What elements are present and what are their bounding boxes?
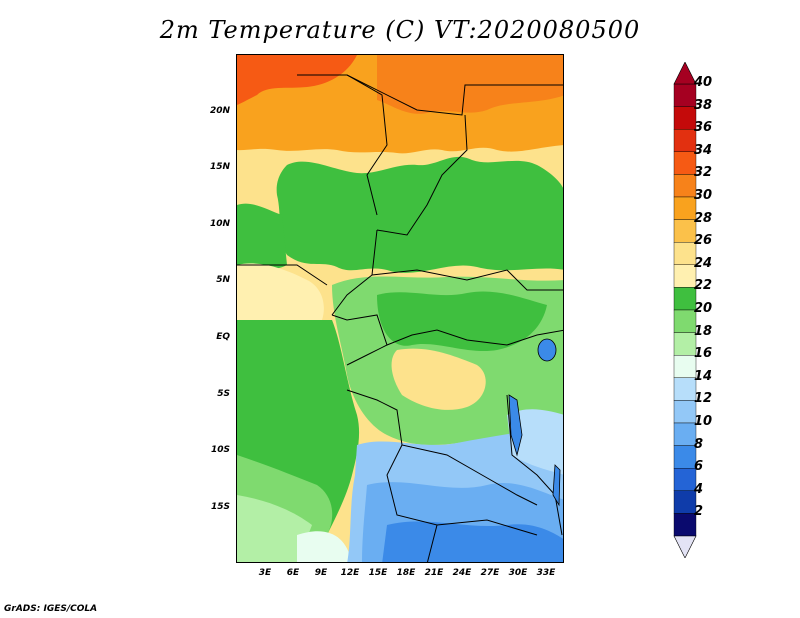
colorbar-label: 18 (694, 323, 713, 339)
colorbar-label: 14 (694, 368, 713, 384)
colorbar-label: 32 (694, 165, 713, 181)
lon-label: 33E (536, 568, 556, 578)
congo-warm-patch (391, 348, 486, 410)
colorbar-cell (673, 377, 697, 401)
colorbar-cell (673, 332, 697, 356)
lon-label: 3E (258, 568, 272, 578)
lon-label: 18E (396, 568, 416, 578)
colorbar-label: 38 (694, 97, 713, 113)
lon-label: 9E (314, 568, 328, 578)
lat-label: 20N (209, 106, 230, 116)
colorbar-high-arrow (673, 62, 697, 85)
hot-zone-deep-orange (377, 55, 563, 114)
lake-tanganyika (508, 394, 523, 457)
colorbar-label: 40 (694, 75, 713, 90)
cool-coastal-zone (297, 531, 352, 562)
colorbar-cell (673, 196, 697, 220)
colorbar-label: 24 (694, 255, 713, 271)
colorbar-cell (673, 422, 697, 446)
credit-text: GrADS: IGES/COLA (4, 604, 98, 614)
central-green-patch (377, 291, 547, 352)
lat-label: 5S (217, 389, 230, 399)
colorbar-label: 30 (694, 188, 713, 203)
colorbar-cell (673, 287, 697, 311)
southern-coldest-zone (382, 521, 563, 562)
colorbar-label: 20 (694, 301, 713, 316)
colorbar (673, 62, 697, 558)
lat-label: EQ (216, 332, 230, 342)
map-title: 2m Temperature (C) VT:2020080500 (159, 16, 641, 44)
colorbar-cells (673, 83, 697, 537)
lat-label: 10N (209, 219, 230, 229)
colorbar-label: 26 (694, 233, 713, 249)
atlantic-pale-zone (237, 495, 312, 562)
colorbar-label: 6 (694, 459, 704, 475)
colorbar-cell (673, 400, 697, 424)
lon-label: 30E (508, 568, 528, 578)
west-green-zone (237, 203, 287, 270)
colorbar-cell (673, 468, 697, 492)
lat-label: 15N (209, 162, 230, 172)
colorbar-cell (673, 83, 697, 107)
lat-label: 5N (216, 275, 230, 285)
colorbar-cell (673, 174, 697, 198)
colorbar-label: 28 (694, 210, 713, 226)
lat-label: 10S (210, 445, 230, 455)
country-borders (237, 74, 563, 562)
colorbar-cell (673, 445, 697, 469)
temperature-field (237, 55, 563, 562)
colorbar-label: 36 (694, 120, 713, 136)
colorbar-label: 2 (694, 504, 704, 520)
lon-label: 24E (452, 568, 472, 578)
colorbar-label: 12 (694, 391, 713, 407)
colorbar-cell (673, 128, 697, 152)
colorbar-cell (673, 219, 697, 243)
colorbar-label: 8 (694, 436, 704, 452)
lon-label: 15E (368, 568, 388, 578)
colorbar-cell (673, 513, 697, 537)
colorbar-cell (673, 355, 697, 379)
colorbar-cell (673, 106, 697, 130)
colorbar-cell (673, 241, 697, 265)
colorbar-label: 34 (694, 142, 713, 158)
lon-label: 27E (480, 568, 500, 578)
sahel-green-zone (276, 156, 563, 273)
colorbar-cell (673, 264, 697, 288)
lon-label: 6E (286, 568, 300, 578)
colorbar-cell (673, 309, 697, 333)
colorbar-cell (673, 490, 697, 514)
lakes (508, 338, 561, 507)
gulf-ocean-warm (237, 263, 324, 320)
lon-label: 12E (340, 568, 360, 578)
colorbar-cell (673, 151, 697, 175)
lake-victoria (537, 338, 557, 362)
lat-label: 15S (210, 502, 230, 512)
colorbar-label: 16 (694, 346, 713, 362)
colorbar-label: 10 (694, 414, 713, 429)
temperature-map (236, 54, 564, 563)
lon-label: 21E (424, 568, 444, 578)
colorbar-low-arrow (673, 535, 697, 558)
hot-zone-red (237, 55, 357, 105)
colorbar-label: 4 (694, 481, 704, 497)
colorbar-label: 22 (694, 278, 713, 294)
lake-malawi (552, 464, 561, 507)
